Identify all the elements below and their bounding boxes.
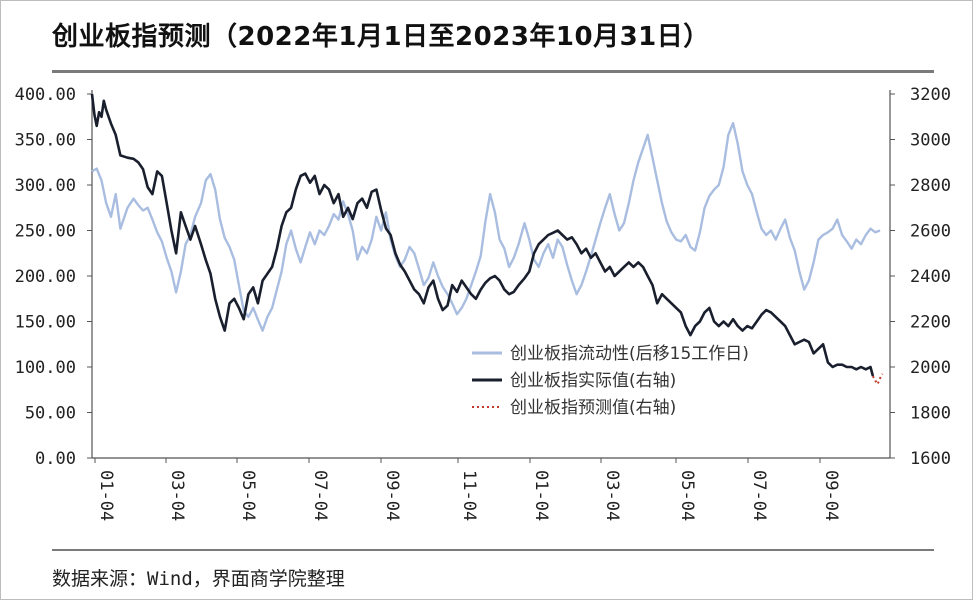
legend-label-2: 创业板指实际值(右轴) [510,371,676,391]
x-tick-label: 09-04 [382,470,402,521]
bottom-divider [52,549,934,551]
y-right-tick-label: 1800 [910,404,951,424]
series-line-3 [872,373,884,386]
y-right-tick-label: 2000 [910,358,951,378]
y-left-tick-label: 0.00 [35,449,76,469]
y-right-tick-label: 2800 [910,176,951,196]
chart-title: 创业板指预测（2022年1月1日至2023年10月31日） [52,22,710,52]
y-left-tick-label: 400.00 [15,85,76,105]
y-right-tick-label: 1600 [910,449,951,469]
y-left-tick-label: 150.00 [15,313,76,333]
x-tick-label: 05-04 [677,470,697,521]
x-tick-label: 01-04 [531,470,551,521]
legend-label-1: 创业板指流动性(后移15工作日) [510,344,749,364]
x-tick-label: 09-04 [821,470,841,521]
x-tick-label: 01-04 [96,470,116,521]
y-left-tick-label: 50.00 [25,404,76,424]
y-left-tick-label: 250.00 [15,222,76,242]
y-right-tick-label: 2600 [910,222,951,242]
y-right-tick-label: 2400 [910,267,951,287]
y-left-tick-label: 100.00 [15,358,76,378]
x-tick-label: 05-04 [238,470,258,521]
series-line-1 [91,121,881,332]
x-tick-label: 03-04 [602,470,622,521]
y-right-tick-label: 3200 [910,85,951,105]
x-tick-label: 11-04 [459,470,479,521]
source-note: 数据来源：Wind，界面商学院整理 [52,568,345,590]
x-tick-label: 07-04 [310,470,330,521]
y-left-tick-label: 350.00 [15,131,76,151]
legend-label-3: 创业板指预测值(右轴) [510,398,676,418]
y-left-tick-label: 200.00 [15,267,76,287]
y-right-tick-label: 2200 [910,313,951,333]
top-divider [52,70,934,73]
y-left-tick-label: 300.00 [15,176,76,196]
y-right-tick-label: 3000 [910,131,951,151]
series-line-2 [90,93,875,377]
x-tick-label: 03-04 [167,470,187,521]
x-tick-label: 07-04 [749,470,769,521]
